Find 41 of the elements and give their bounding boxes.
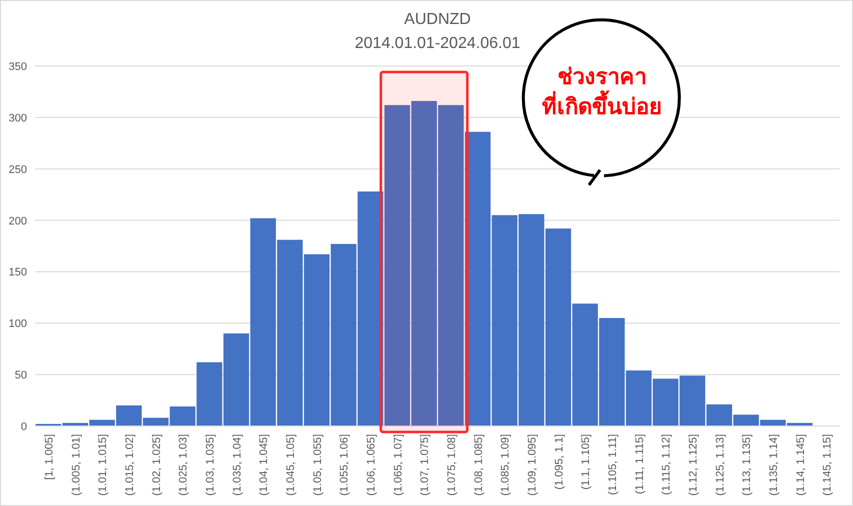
x-tick-label: (1.09, 1.095] xyxy=(526,434,538,496)
x-tick-label: (1.115, 1.12] xyxy=(660,434,673,495)
y-tick-label: 150 xyxy=(8,266,27,279)
y-tick-label: 300 xyxy=(8,112,27,124)
x-tick-label: (1.14, 1.145] xyxy=(794,434,807,496)
x-tick-label: (1.13, 1.135] xyxy=(741,434,754,496)
x-tick-label: (1.02, 1.025] xyxy=(150,434,163,496)
x-tick-label: (1.085, 1.09] xyxy=(500,434,512,496)
x-tick-label: [1, 1.005] xyxy=(43,434,56,480)
x-tick-label: (1.005, 1.01] xyxy=(70,434,82,496)
x-tick-label: (1.04, 1.045] xyxy=(258,434,270,496)
x-tick-label: (1.07, 1.075] xyxy=(419,434,432,496)
x-tick-label: (1.11, 1.115] xyxy=(634,434,646,494)
x-tick-label: (1.05, 1.055] xyxy=(312,434,324,496)
annotation: ช่วงราคา ที่เกิดขึ้นบ่อย xyxy=(542,65,662,120)
x-tick-label: (1.1, 1.105] xyxy=(580,434,592,490)
x-tick-label: (1.06, 1.065] xyxy=(365,434,378,496)
y-tick-label: 250 xyxy=(8,164,27,176)
x-tick-label: (1.12, 1.125] xyxy=(687,434,700,496)
x-tick-label: (1.01, 1.015] xyxy=(97,434,110,496)
x-tick-label: (1.025, 1.03] xyxy=(178,434,190,496)
x-tick-label: (1.055, 1.06] xyxy=(338,434,351,496)
x-tick-label: (1.065, 1.07] xyxy=(392,434,404,496)
chart-subtitle: 2014.01.01-2024.06.01 xyxy=(354,35,520,52)
y-tick-label: 50 xyxy=(14,370,27,382)
x-tick-label: (1.03, 1.035] xyxy=(204,434,216,496)
y-tick-label: 100 xyxy=(8,318,27,330)
x-tick-label: (1.035, 1.04] xyxy=(231,434,244,496)
y-tick-label: 350 xyxy=(8,61,27,73)
chart-title: AUDNZD xyxy=(404,11,471,28)
x-tick-label: (1.045, 1.05] xyxy=(284,434,297,496)
x-tick-label: (1.105, 1.11] xyxy=(606,434,619,495)
x-tick-label: (1.08, 1.085] xyxy=(472,434,485,496)
x-tick-label: (1.145, 1.15] xyxy=(822,434,834,496)
x-tick-label: (1.075, 1.08] xyxy=(446,434,458,496)
x-tick-label: (1.095, 1.1] xyxy=(553,434,566,490)
y-tick-label: 0 xyxy=(20,421,27,433)
x-tick-label: (1.135, 1.14] xyxy=(768,434,780,496)
y-tick-label: 200 xyxy=(8,215,27,228)
x-tick-label: (1.125, 1.13] xyxy=(714,434,726,496)
x-tick-label: (1.015, 1.02] xyxy=(124,434,136,496)
